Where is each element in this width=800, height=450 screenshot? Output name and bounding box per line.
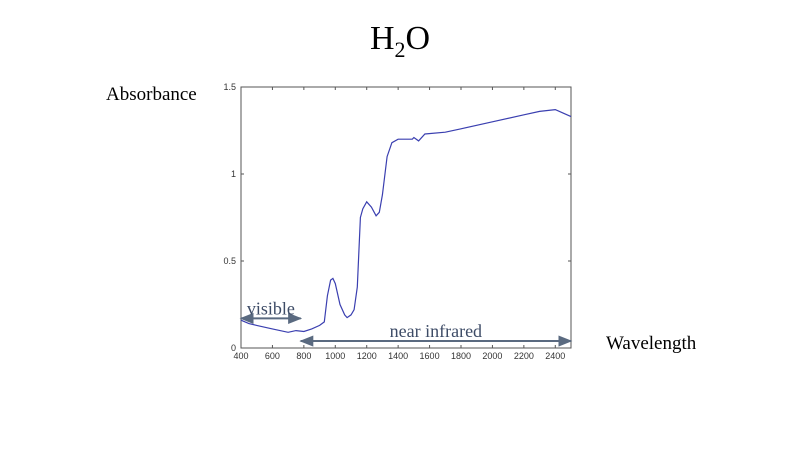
title-h: H (369, 20, 395, 57)
x-tick-label: 1200 (357, 351, 377, 361)
x-tick-label: 2000 (482, 351, 502, 361)
y-tick-label: 0 (231, 343, 236, 353)
y-tick-label: 1.5 (223, 82, 236, 92)
x-tick-label: 400 (233, 351, 248, 361)
x-tick-label: 1000 (325, 351, 345, 361)
x-tick-label: 1600 (420, 351, 440, 361)
x-tick-label: 1800 (451, 351, 471, 361)
y-axis-label: Absorbance (106, 84, 197, 105)
visible-label: visible (247, 298, 295, 318)
near-infrared-label: near infrared (390, 321, 482, 341)
x-tick-label: 800 (296, 351, 311, 361)
x-tick-label: 1400 (388, 351, 408, 361)
title-subscript: 2 (394, 36, 406, 62)
x-axis-label: Wavelength (606, 333, 697, 354)
x-tick-label: 2400 (545, 351, 565, 361)
x-tick-label: 2200 (514, 351, 534, 361)
plot-frame (240, 86, 572, 349)
absorbance-line (240, 108, 572, 333)
title-o: O (405, 20, 431, 57)
y-tick-label: 1 (231, 169, 236, 179)
slide-title: H2O (0, 20, 800, 63)
y-tick-label: 0.5 (223, 256, 236, 266)
x-tick-label: 600 (265, 351, 280, 361)
